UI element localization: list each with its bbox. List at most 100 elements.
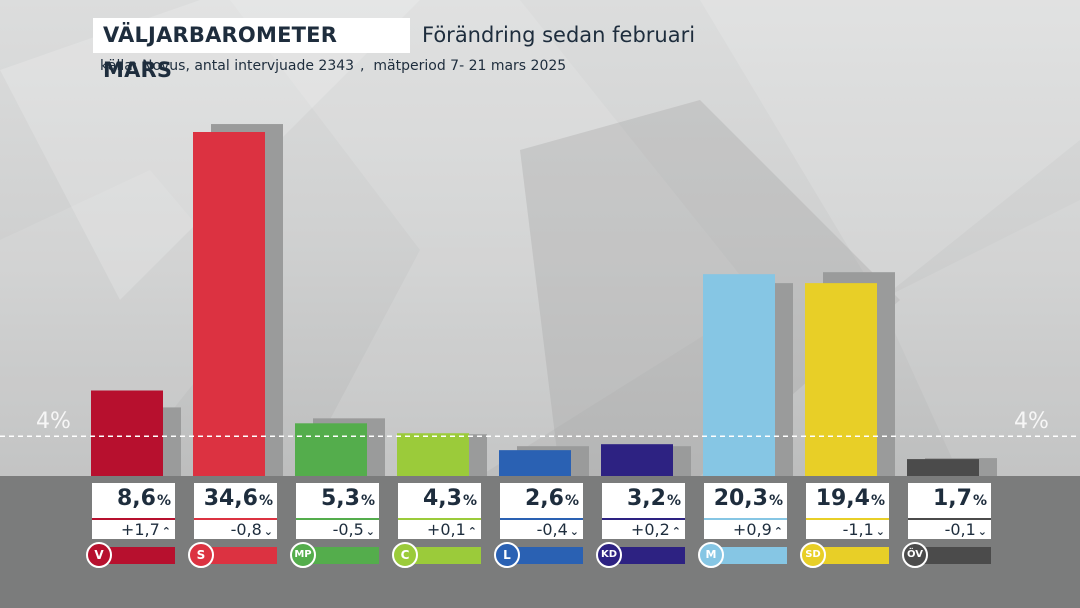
change-label-m: +0,9 ⌃ xyxy=(704,520,783,542)
change-value: -0,8 xyxy=(230,520,262,539)
chart-title: VÄLJARBAROMETER MARS xyxy=(93,18,410,82)
source-text: källa: Novus, antal intervjuade 2343 xyxy=(100,58,355,74)
chevron-down-icon: ⌄ xyxy=(365,525,375,538)
chevron-down-icon: ⌄ xyxy=(875,525,885,538)
value-label-kd: 3,2% xyxy=(602,485,681,515)
chart-subtitle: Förändring sedan februari xyxy=(422,23,696,47)
period-text: mätperiod 7- 21 mars 2025 xyxy=(373,58,567,74)
value-label-v: 8,6% xyxy=(92,485,171,515)
party-bar-mp xyxy=(296,547,379,564)
value-label-m: 20,3% xyxy=(704,485,783,515)
chevron-down-icon: ⌄ xyxy=(977,525,987,538)
change-value: +0,2 xyxy=(630,520,670,539)
value-number: 2,6 xyxy=(524,486,564,511)
value-unit: % xyxy=(666,493,681,509)
source-line: källa: Novus, antal intervjuade 2343, mä… xyxy=(100,58,567,74)
party-rule xyxy=(296,518,379,520)
party-badge-sd: SD xyxy=(800,542,826,568)
party-bar-sd xyxy=(806,547,889,564)
value-number: 4,3 xyxy=(422,486,462,511)
party-badge-c: C xyxy=(392,542,418,568)
bar-mp xyxy=(295,423,367,476)
change-label-l: -0,4 ⌄ xyxy=(500,520,579,542)
change-value: +0,9 xyxy=(732,520,772,539)
chevron-down-icon: ⌄ xyxy=(263,525,273,538)
bar-v xyxy=(91,390,163,476)
party-bar-v xyxy=(92,547,175,564)
value-card-s: 34,6% -0,8 ⌄ xyxy=(194,483,277,539)
party-rule xyxy=(398,518,481,520)
bar-öv xyxy=(907,459,979,476)
bar-s xyxy=(193,132,265,476)
party-bar-l xyxy=(500,547,583,564)
value-unit: % xyxy=(462,493,477,509)
party-rule xyxy=(500,518,583,520)
value-card-c: 4,3% +0,1 ⌃ xyxy=(398,483,481,539)
bar-kd xyxy=(601,444,673,476)
bar-m xyxy=(703,274,775,476)
value-unit: % xyxy=(870,493,885,509)
party-badge-v: V xyxy=(86,542,112,568)
value-card-öv: 1,7% -0,1 ⌄ xyxy=(908,483,991,539)
change-label-sd: -1,1 ⌄ xyxy=(806,520,885,542)
party-rule xyxy=(806,518,889,520)
change-label-c: +0,1 ⌃ xyxy=(398,520,477,542)
value-label-c: 4,3% xyxy=(398,485,477,515)
party-rule xyxy=(92,518,175,520)
change-label-s: -0,8 ⌄ xyxy=(194,520,273,542)
party-badge-mp: MP xyxy=(290,542,316,568)
value-card-sd: 19,4% -1,1 ⌄ xyxy=(806,483,889,539)
party-badge-kd: KD xyxy=(596,542,622,568)
value-label-sd: 19,4% xyxy=(806,485,885,515)
party-rule xyxy=(602,518,685,520)
value-label-s: 34,6% xyxy=(194,485,273,515)
party-rule xyxy=(908,518,991,520)
change-label-kd: +0,2 ⌃ xyxy=(602,520,681,542)
change-value: -0,4 xyxy=(536,520,568,539)
chevron-up-icon: ⌃ xyxy=(161,525,171,538)
change-label-v: +1,7 ⌃ xyxy=(92,520,171,542)
value-number: 5,3 xyxy=(320,486,360,511)
party-badge-m: M xyxy=(698,542,724,568)
chevron-down-icon: ⌄ xyxy=(569,525,579,538)
value-label-öv: 1,7% xyxy=(908,485,987,515)
change-value: -0,1 xyxy=(944,520,976,539)
value-unit: % xyxy=(564,493,579,509)
chevron-up-icon: ⌃ xyxy=(671,525,681,538)
party-bar-kd xyxy=(602,547,685,564)
value-unit: % xyxy=(768,493,783,509)
value-number: 20,3 xyxy=(713,486,768,511)
change-value: +0,1 xyxy=(426,520,466,539)
party-bar-s xyxy=(194,547,277,564)
value-card-v: 8,6% +1,7 ⌃ xyxy=(92,483,175,539)
value-number: 1,7 xyxy=(932,486,972,511)
bar-sd xyxy=(805,283,877,476)
value-unit: % xyxy=(156,493,171,509)
value-unit: % xyxy=(972,493,987,509)
value-label-mp: 5,3% xyxy=(296,485,375,515)
change-label-öv: -0,1 ⌄ xyxy=(908,520,987,542)
party-bar-m xyxy=(704,547,787,564)
value-number: 19,4 xyxy=(815,486,870,511)
value-number: 3,2 xyxy=(626,486,666,511)
threshold-label-left: 4% xyxy=(36,409,71,434)
change-label-mp: -0,5 ⌄ xyxy=(296,520,375,542)
party-bar-c xyxy=(398,547,481,564)
party-bar-öv xyxy=(908,547,991,564)
change-value: +1,7 xyxy=(120,520,160,539)
bar-l xyxy=(499,450,571,476)
value-number: 8,6 xyxy=(116,486,156,511)
value-unit: % xyxy=(360,493,375,509)
value-card-kd: 3,2% +0,2 ⌃ xyxy=(602,483,685,539)
value-card-l: 2,6% -0,4 ⌄ xyxy=(500,483,583,539)
value-label-l: 2,6% xyxy=(500,485,579,515)
value-unit: % xyxy=(258,493,273,509)
value-card-mp: 5,3% -0,5 ⌄ xyxy=(296,483,379,539)
chevron-up-icon: ⌃ xyxy=(773,525,783,538)
bar-c xyxy=(397,433,469,476)
party-badge-öv: ÖV xyxy=(902,542,928,568)
change-value: -0,5 xyxy=(332,520,364,539)
party-rule xyxy=(194,518,277,520)
party-badge-s: S xyxy=(188,542,214,568)
